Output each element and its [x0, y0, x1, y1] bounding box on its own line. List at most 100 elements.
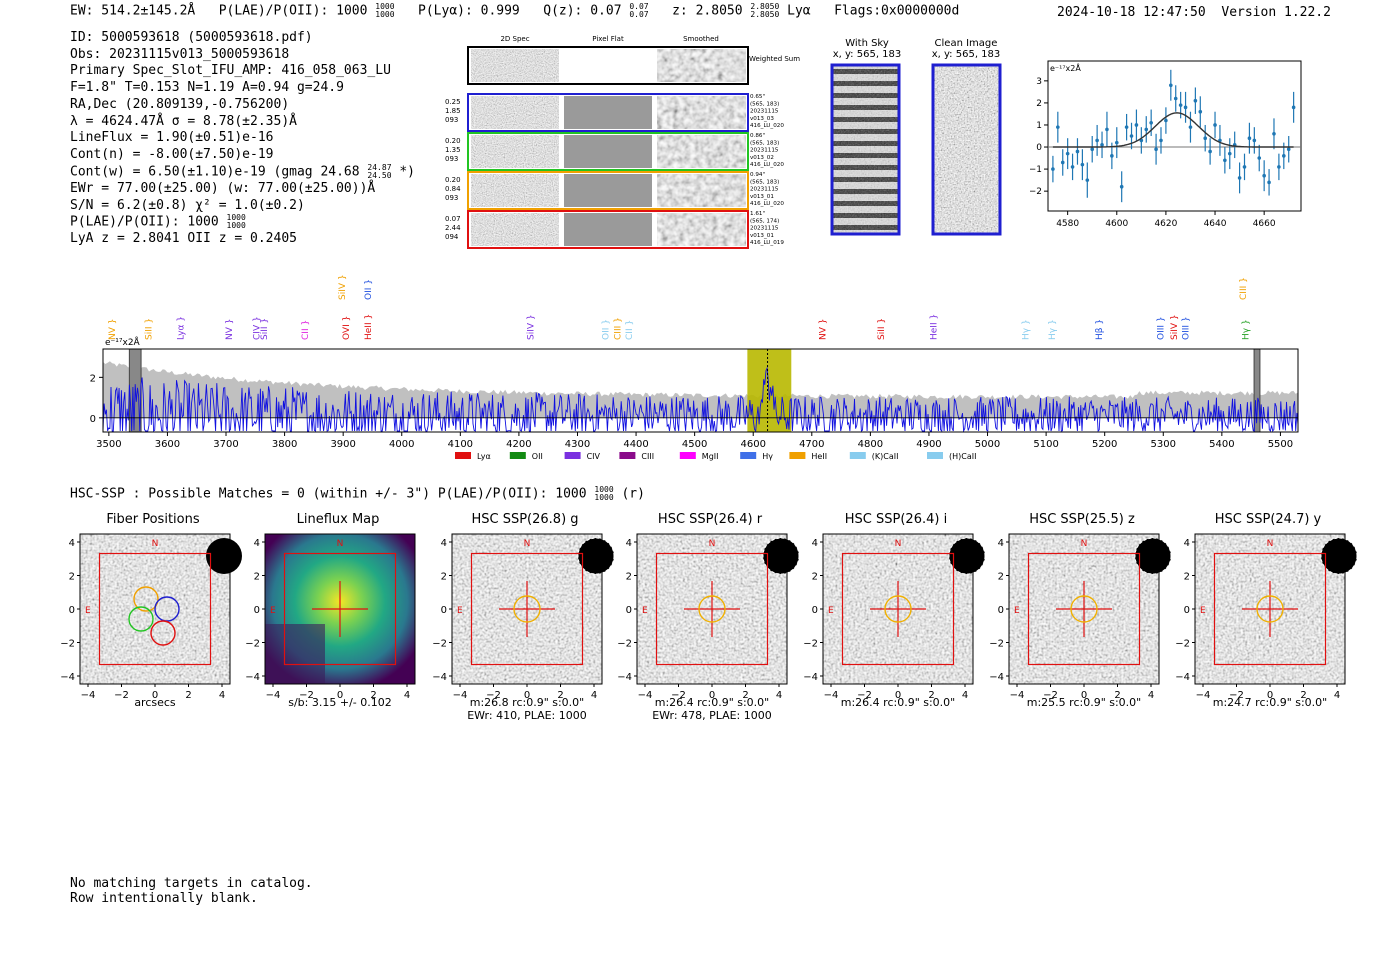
info-obs: Obs: 20231115v013_5000593618: [70, 46, 290, 62]
imaging-panel-caption: s/b: 3.15 +/- 0.102: [260, 696, 420, 709]
cutout-row-meta: v013_01: [750, 233, 774, 239]
panel-xtick-label: 4: [962, 690, 968, 701]
zoom-data-point: [1119, 184, 1124, 189]
panel-ytick-label: −4: [245, 672, 260, 683]
panel-ytick-label: 4: [998, 538, 1004, 549]
clean-image: [933, 65, 1000, 234]
spectrum-line-id: OIII }: [1156, 316, 1166, 340]
info-slot: Primary Spec_Slot_IFU_AMP: 416_058_063_L…: [70, 63, 391, 79]
spectrum-xtick-label: 3900: [330, 439, 355, 450]
panel-xtick-label: −4: [638, 690, 653, 701]
spectrum-ytick-label: 0: [90, 414, 96, 425]
zoom-ytick-label: 0: [1036, 143, 1042, 153]
imaging-panel: HSC SSP(26.8) g N E 4 2 0 −2 −4 −4 −2 0 2 4 m:26.8 rc…: [427, 510, 617, 730]
spectrum-xtick-label: 4900: [916, 439, 941, 450]
legend-label: Lyα: [477, 452, 491, 461]
north-marker: N: [895, 539, 902, 549]
panel-xtick-label: 2: [1114, 690, 1120, 701]
cutout-row-stat: 0.20: [445, 176, 461, 184]
legend-label: CIV: [587, 452, 601, 461]
spectrum-line-id: CII }: [625, 320, 635, 340]
panel-xtick-label: −2: [1229, 690, 1244, 701]
east-marker: E: [270, 606, 276, 616]
hsc-summary: HSC-SSP : Possible Matches = 0 (within +…: [70, 485, 645, 502]
panel-ytick-label: −4: [432, 672, 447, 683]
cutout-row-stat: 0.84: [445, 185, 461, 193]
panel-xtick-label: −2: [1043, 690, 1058, 701]
with-sky-title: With Sky x, y: 565, 183: [832, 38, 902, 60]
zoom-data-point: [1114, 140, 1119, 145]
panel-xtick-label: −4: [81, 690, 96, 701]
caption-line: m:26.8 rc:0.9" s:0.0": [469, 696, 585, 709]
zoom-data-point: [1282, 154, 1286, 158]
cutout-row-meta: 20231115: [750, 148, 779, 154]
cutout-row-meta: 416_LU_020: [750, 162, 784, 168]
panel-ytick-label: −2: [803, 639, 818, 650]
panel-xtick-label: −2: [486, 690, 501, 701]
zoom-data-point: [1065, 151, 1070, 156]
north-marker: N: [337, 539, 344, 549]
panel-ytick-label: 2: [812, 572, 818, 583]
zoom-data-point: [1110, 154, 1114, 158]
panel-ytick-label: −2: [617, 639, 632, 650]
panel-ytick-label: 4: [441, 538, 447, 549]
zoom-scale-label: e⁻¹⁷x2Å: [1050, 62, 1081, 73]
zoom-data-point: [1056, 125, 1060, 129]
spectrum-line-id: HeII }: [930, 314, 940, 340]
cutout-row-meta: 20231115: [750, 109, 779, 115]
cutout-row-stat: 094: [445, 233, 459, 241]
panel-ytick-label: 2: [626, 572, 632, 583]
cutout-row-meta: 0.94": [750, 172, 765, 178]
zoom-data-point: [1105, 127, 1109, 132]
imaging-panel-caption: m:25.5 rc:0.9" s:0.0": [1004, 696, 1164, 709]
spectrum-line-id: SiII }: [260, 318, 270, 340]
cutout-row-meta: 0.86": [750, 133, 765, 139]
aperture-circle: [1256, 595, 1284, 623]
legend-label: (H)CaII: [949, 452, 976, 461]
panel-xtick-label: 0: [152, 690, 158, 701]
panel-xtick-label: 0: [895, 690, 901, 701]
zoom-data-point: [1134, 123, 1139, 127]
imaging-panel-caption: m:26.4 rc:0.9" s:0.0" EWr: 478, PLAE: 100…: [632, 696, 792, 722]
spectrum-xtick-label: 3600: [155, 439, 180, 450]
panel-ytick-label: −2: [60, 639, 75, 650]
weighted-sum-2dspec: [471, 49, 559, 82]
spectrum-line-id: NV }: [225, 319, 235, 340]
full-spectrum-chart: 3500 3600 3700 3800 3900 4000 4100 4200 4300 4400…: [90, 274, 1299, 461]
panel-ytick-label: 0: [626, 605, 632, 616]
zoom-data-point: [1154, 147, 1158, 152]
cutout-row-meta: 416_LU_019: [750, 240, 784, 246]
zoom-data-point: [1203, 136, 1208, 141]
search-box: [841, 552, 955, 666]
zoom-data-point: [1208, 149, 1212, 154]
caption-line: EWr: 478, PLAE: 1000: [652, 709, 772, 722]
east-marker: E: [642, 606, 648, 616]
col-header-2dspec: 2D Spec: [500, 35, 529, 43]
panel-ytick-label: 0: [254, 605, 260, 616]
panel-ytick-label: −2: [432, 639, 447, 650]
panel-ytick-label: −4: [60, 672, 75, 683]
legend-label: HeII: [811, 452, 827, 461]
panel-xtick-label: −4: [453, 690, 468, 701]
cutout-row-stat: 0.07: [445, 215, 461, 223]
fiber-circle: [133, 586, 159, 612]
bright-source: [577, 537, 615, 575]
spectrum-line-id: OII }: [364, 279, 374, 300]
spectrum-line-id: SiIV }: [527, 314, 537, 340]
imaging-panel-caption: m:24.7 rc:0.9" s:0.0": [1190, 696, 1350, 709]
zoom-data-point: [1178, 103, 1183, 107]
zoom-data-point: [1227, 151, 1232, 156]
info-sn: S/N = 6.2(±0.8) χ² = 1.0(±0.2): [70, 197, 305, 213]
panel-ytick-label: 4: [69, 538, 75, 549]
bright-source: [1134, 537, 1172, 575]
panel-xtick-label: 0: [1081, 690, 1087, 701]
imaging-panel-title: HSC SSP(25.5) z: [1029, 512, 1135, 527]
panel-xtick-label: −4: [1196, 690, 1211, 701]
spectrum-error-band: [103, 361, 1298, 418]
north-marker: N: [709, 539, 716, 549]
cutout-row-meta: 416_LU_020: [750, 123, 784, 129]
zoom-ytick-label: 1: [1036, 121, 1042, 131]
spectrum-line-id: HeII }: [364, 314, 374, 340]
info-contw: Cont(w) = 6.50(±1.10)e-19 (gmag 24.68 24…: [70, 162, 415, 180]
panel-xtick-label: 2: [928, 690, 934, 701]
